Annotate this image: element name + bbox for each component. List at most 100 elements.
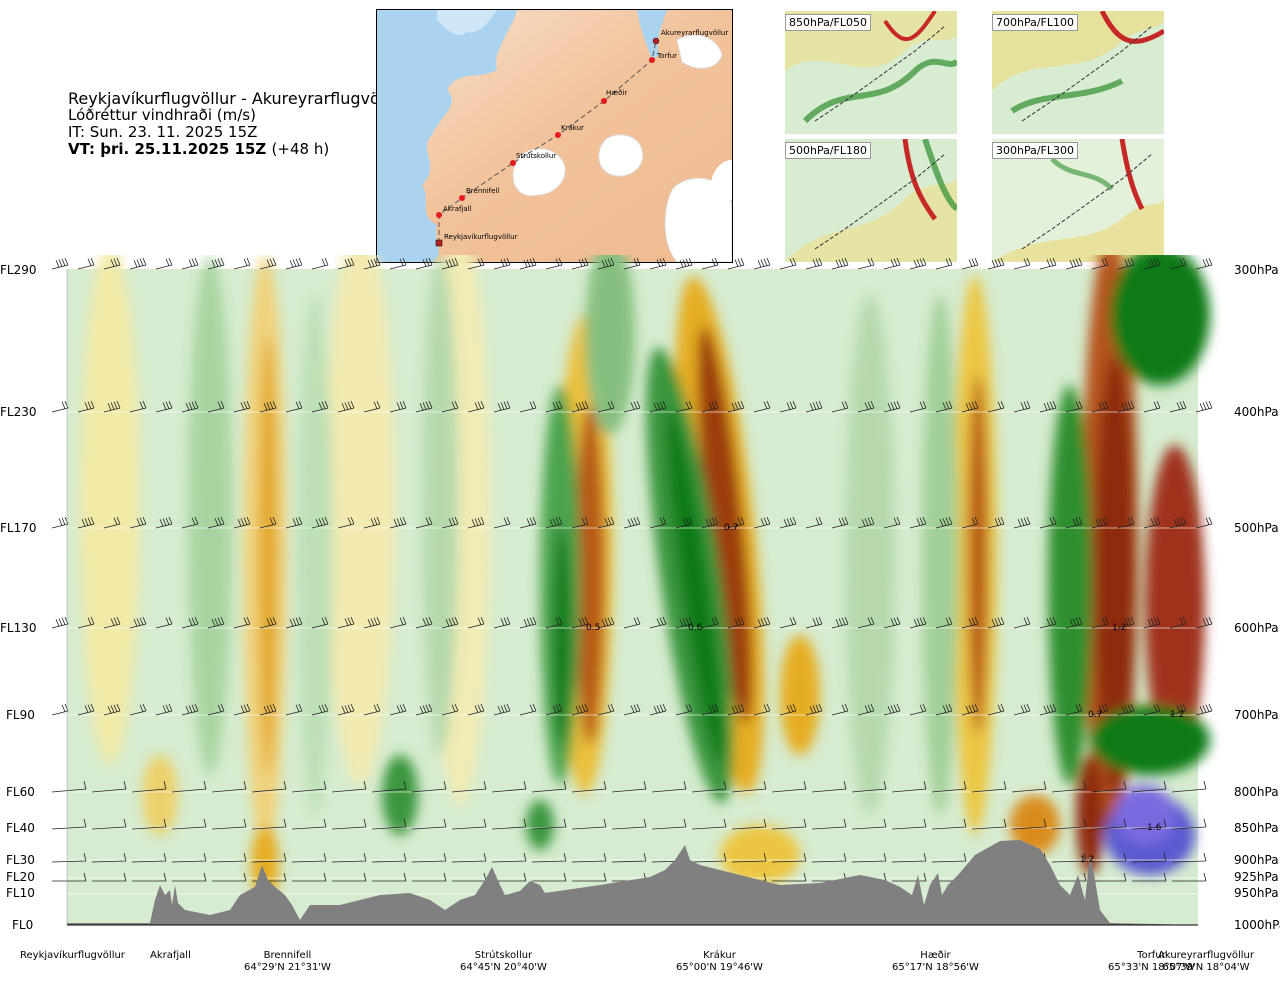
wind-barb [1117, 257, 1135, 270]
value-label: 1.2 [1170, 710, 1185, 720]
wind-barb-low [691, 818, 727, 830]
wind-barb-low [371, 780, 407, 793]
wind-barb-low [611, 852, 647, 863]
wind-barb [1091, 616, 1109, 629]
snow-east [710, 160, 732, 200]
hpa-label-850: 850hPa [1234, 821, 1279, 835]
wind-barb [441, 257, 459, 270]
wind-barb [1143, 400, 1161, 413]
wind-barb [909, 400, 927, 413]
wind-barb-low [851, 780, 887, 793]
wind-barb-low [51, 780, 87, 793]
fl-label-230: FL230 [0, 405, 37, 419]
wind-barb [805, 616, 823, 629]
fl-label-40: FL40 [6, 821, 35, 835]
wind-barb [1013, 257, 1031, 270]
wind-barb [1117, 703, 1135, 716]
station-akrafjall: Akrafjall [150, 950, 191, 962]
wind-barb [779, 516, 797, 529]
wind-barb-low [91, 852, 127, 863]
wind-barb-low [331, 818, 367, 830]
wind-barb-low [91, 818, 127, 830]
waypoint-label-brennifell: Brennifell [466, 187, 499, 195]
wind-barb-low [91, 780, 127, 793]
wind-barb [1169, 616, 1187, 629]
station-reykjavik: Reykjavíkurflugvöllur [20, 950, 125, 962]
wind-barb [545, 516, 563, 529]
wind-barb-low [332, 872, 367, 882]
value-label: 1.2 [1080, 855, 1095, 865]
wind-barb-low [291, 818, 327, 830]
sea-north [437, 10, 497, 35]
wind-barb-low [1131, 852, 1167, 863]
waypoint-label-akrafjall: Akrafjall [443, 205, 472, 213]
wind-barb [181, 257, 199, 270]
wind-barb [701, 616, 719, 629]
station-name: Krákur [703, 950, 736, 961]
issue-time: IT: Sun. 23. 11. 2025 15Z [68, 123, 258, 141]
wind-barb [1091, 516, 1109, 529]
valid-time: VT: þri. 25.11.2025 15Z (+48 h) [68, 141, 405, 158]
wind-barb [103, 257, 121, 270]
hpa-label-300: 300hPa [1234, 263, 1279, 277]
wind-barb-low [171, 780, 207, 793]
wind-barb [51, 516, 69, 529]
wind-barb [337, 616, 355, 629]
wind-barb [883, 703, 901, 716]
wind-barb-low [771, 780, 807, 793]
wind-barb [1065, 257, 1083, 270]
wind-barb-low [572, 872, 607, 882]
station-coord: 65°17'N 18°56'W [892, 962, 979, 973]
wind-barb [597, 400, 615, 413]
wind-barb [363, 400, 381, 413]
wind-barb [233, 703, 251, 716]
wind-barb-low [971, 818, 1007, 830]
wind-barb [571, 257, 589, 270]
waypoint-brennifell [459, 195, 465, 201]
wind-barb [207, 400, 225, 413]
waypoint-reykjavik [435, 239, 443, 247]
wind-barb-low [1132, 872, 1167, 882]
wind-barb [1117, 516, 1135, 529]
cross-section-svg [51, 255, 1213, 926]
wind-barb [961, 400, 979, 413]
wind-barb [1143, 516, 1161, 529]
wind-barb [649, 257, 667, 270]
wind-barb-low [851, 852, 887, 863]
wind-barb [987, 257, 1005, 270]
wind-barb [1091, 703, 1109, 716]
station-name: Akrafjall [150, 950, 191, 961]
hpa-label-700: 700hPa [1234, 708, 1279, 722]
wind-barb [857, 400, 875, 413]
wind-barb [103, 516, 121, 529]
wind-barb [701, 703, 719, 716]
wind-barb [389, 400, 407, 413]
wind-barb-low [891, 852, 927, 863]
wind-barb [571, 516, 589, 529]
wind-barb [1195, 400, 1213, 413]
wind-barb [961, 703, 979, 716]
wind-barb [675, 516, 693, 529]
wind-barb [1143, 616, 1161, 629]
wind-barb [597, 516, 615, 529]
hpa-label-800: 800hPa [1234, 785, 1279, 799]
wind-barb [1013, 616, 1031, 629]
wind-barb-low [411, 780, 447, 793]
wind-barb-low [691, 852, 727, 863]
wind-barb [779, 703, 797, 716]
wind-barb-low [251, 780, 287, 793]
wind-barb [467, 257, 485, 270]
wind-barb [467, 703, 485, 716]
wind-barb-low [331, 852, 367, 863]
wind-barb-low [371, 852, 407, 863]
wind-barb [363, 257, 381, 270]
wind-barb [675, 703, 693, 716]
station-name: Torfur [1137, 950, 1166, 961]
wind-barb [493, 703, 511, 716]
wind-barb [363, 516, 381, 529]
wind-barb [1091, 257, 1109, 270]
wind-barb [571, 400, 589, 413]
wind-barb [493, 257, 511, 270]
wind-barb [935, 400, 953, 413]
wind-barb-low [491, 818, 527, 830]
